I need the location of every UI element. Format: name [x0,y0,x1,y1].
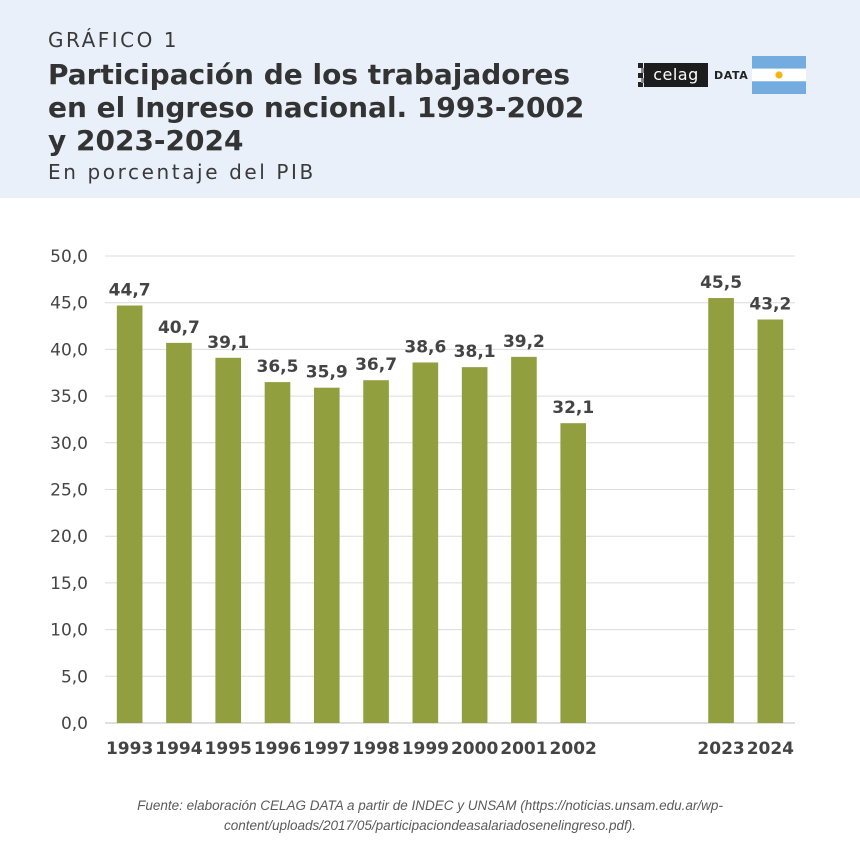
x-tick-label-1996: 1996 [254,739,301,759]
bars [116,298,784,723]
celag-logo-suffix: DATA [714,68,749,82]
bar-2001 [511,356,537,723]
argentina-flag-icon [752,56,806,94]
value-label-1996: 36,5 [257,357,299,377]
bar-2000 [461,367,488,723]
x-tick-label-1994: 1994 [155,739,202,759]
x-tick-label-2000: 2000 [451,739,498,759]
bar-2002 [560,423,587,723]
x-tick-label-1998: 1998 [352,739,399,759]
celag-logo-text: celag [644,63,708,87]
x-axis-tick-labels: 1993 1994 1995 1996 1997 1998 1999 2000 2001 2002… [106,739,794,759]
x-tick-label-2023: 2023 [697,739,744,759]
bar-value-labels: 44,7 40,7 39,1 36,5 35,9 36,7 38,6 38,1 39,2 32,1… [109,273,792,418]
source-note: Fuente: elaboración CELAG DATA a partir … [137,798,723,833]
x-tick-label-2024: 2024 [747,739,794,759]
value-label-1998: 36,7 [355,355,397,375]
bar-1998 [363,380,389,723]
bar-2024 [757,319,784,723]
y-tick-label: 50,0 [50,247,88,267]
x-tick-label-1999: 1999 [402,739,449,759]
y-tick-label: 0,0 [61,714,88,734]
bar-chart: 0,0 5,0 10,0 15,0 20,0 25,0 30,0 35,0 40,0 45,0 50… [50,247,795,759]
y-tick-label: 10,0 [50,621,88,641]
value-label-2024: 43,2 [749,295,791,315]
y-tick-label: 20,0 [50,527,88,547]
bar-1996 [264,382,291,723]
y-tick-label: 40,0 [50,340,88,360]
y-tick-label: 15,0 [50,574,88,594]
flag-sun-icon [775,71,783,79]
y-axis-tick-labels: 0,0 5,0 10,0 15,0 20,0 25,0 30,0 35,0 40,0 45,0 50… [50,247,88,734]
x-tick-label-2001: 2001 [500,739,547,759]
value-label-2002: 32,1 [552,398,594,418]
bar-1994 [166,342,192,723]
value-label-1994: 40,7 [158,318,200,338]
bar-1993 [116,305,143,723]
y-tick-label: 5,0 [61,667,88,687]
bar-1995 [215,357,242,723]
celag-logo-mark: celag [638,63,708,87]
x-tick-label-2002: 2002 [550,739,597,759]
grid-lines [105,255,795,724]
chart-title: Participación de los trabajadores en el … [48,58,585,157]
pixel-pattern-icon [638,63,650,87]
y-tick-label: 35,0 [50,387,88,407]
chart-header: GRÁFICO 1 Participación de los trabajado… [0,0,860,198]
value-label-2001: 39,2 [503,332,545,352]
y-tick-label: 30,0 [50,434,88,454]
flag-stripe-top [752,56,806,69]
x-tick-label-1993: 1993 [106,739,153,759]
value-label-2000: 38,1 [454,342,496,362]
y-tick-label: 25,0 [50,481,88,501]
celag-data-logo: celag DATA [638,62,748,88]
value-label-1999: 38,6 [404,337,446,357]
bar-1997 [313,387,340,723]
value-label-2023: 45,5 [700,273,742,293]
bar-1999 [412,362,439,723]
chart-subtitle: En porcentaje del PIB [48,160,316,184]
bar-2023 [708,298,734,723]
value-label-1995: 39,1 [207,333,249,353]
x-tick-label-1997: 1997 [303,739,350,759]
value-label-1997: 35,9 [306,363,348,383]
flag-stripe-bottom [752,81,806,94]
value-label-1993: 44,7 [109,281,151,301]
y-tick-label: 45,0 [50,294,88,314]
x-tick-label-1995: 1995 [205,739,252,759]
chart-kicker: GRÁFICO 1 [48,28,179,52]
